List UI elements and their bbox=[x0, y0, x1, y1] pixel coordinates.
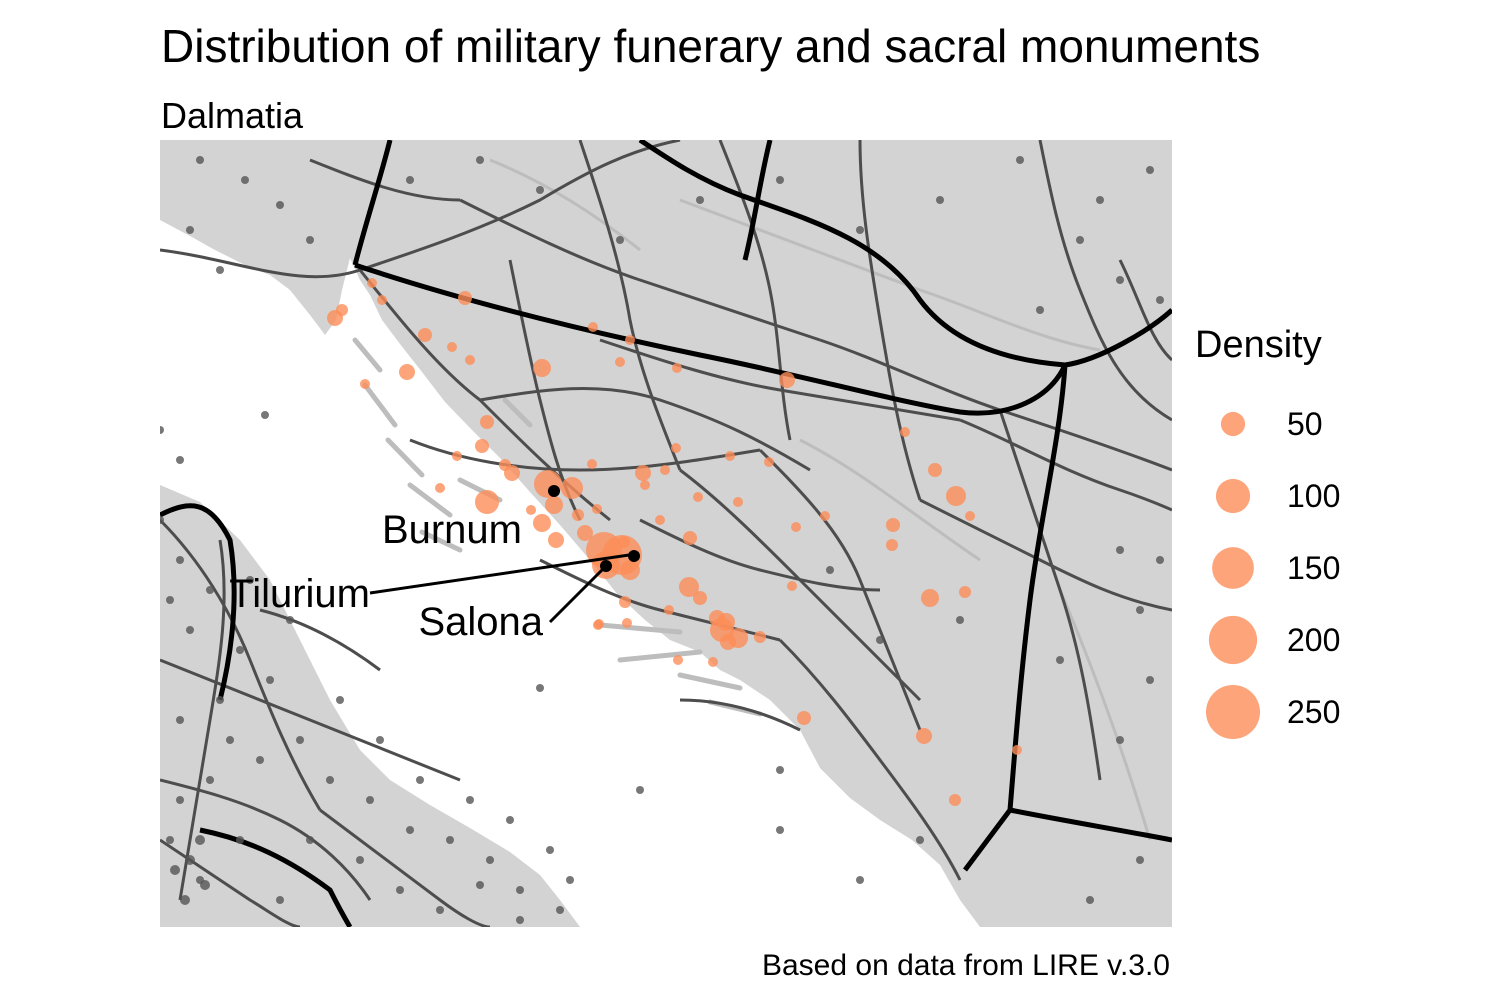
density-legend: Density 50 100 150 200 250 bbox=[1195, 318, 1495, 748]
legend-circle bbox=[1215, 478, 1251, 514]
salona-leader-line bbox=[548, 564, 608, 624]
site-label-burnum: Burnum bbox=[382, 508, 522, 552]
site-annotations: Burnum Tilurium Salona bbox=[229, 485, 640, 644]
legend-key-icon bbox=[1212, 547, 1254, 589]
legend-key-icon bbox=[1208, 615, 1258, 665]
legend-circle bbox=[1206, 685, 1260, 739]
legend-item: 250 bbox=[1195, 676, 1495, 748]
legend-label: 150 bbox=[1287, 550, 1341, 586]
legend-key-icon bbox=[1206, 685, 1260, 739]
legend-circle bbox=[1208, 615, 1258, 665]
site-label-salona: Salona bbox=[418, 600, 543, 644]
background-points bbox=[160, 156, 1164, 924]
legend-circle bbox=[1212, 547, 1254, 589]
legend-key-icon bbox=[1215, 478, 1251, 514]
legend-item: 150 bbox=[1195, 532, 1495, 604]
site-label-tilurium: Tilurium bbox=[229, 572, 370, 616]
legend-label: 100 bbox=[1287, 478, 1341, 514]
legend-item: 200 bbox=[1195, 604, 1495, 676]
legend-label: 200 bbox=[1287, 622, 1341, 658]
legend-circle bbox=[1220, 411, 1246, 437]
legend-items: 50 100 150 200 250 bbox=[1195, 388, 1495, 748]
italy-land bbox=[160, 485, 580, 927]
burnum-marker bbox=[548, 485, 560, 497]
legend-key-icon bbox=[1220, 411, 1246, 437]
tilurium-leader-line bbox=[369, 552, 637, 595]
map-subtitle: Dalmatia bbox=[161, 95, 304, 136]
tilurium-marker bbox=[628, 550, 640, 562]
legend-item: 50 bbox=[1195, 388, 1495, 460]
legend-title: Density bbox=[1195, 324, 1322, 366]
legend-label: 50 bbox=[1287, 406, 1323, 442]
legend-item: 100 bbox=[1195, 460, 1495, 532]
map-panel: Burnum Tilurium Salona bbox=[160, 140, 1172, 927]
data-source-caption: Based on data from LIRE v.3.0 bbox=[761, 949, 1170, 982]
map-title: Distribution of military funerary and sa… bbox=[161, 20, 1261, 72]
salona-marker bbox=[600, 560, 612, 572]
legend-label: 250 bbox=[1287, 694, 1341, 730]
